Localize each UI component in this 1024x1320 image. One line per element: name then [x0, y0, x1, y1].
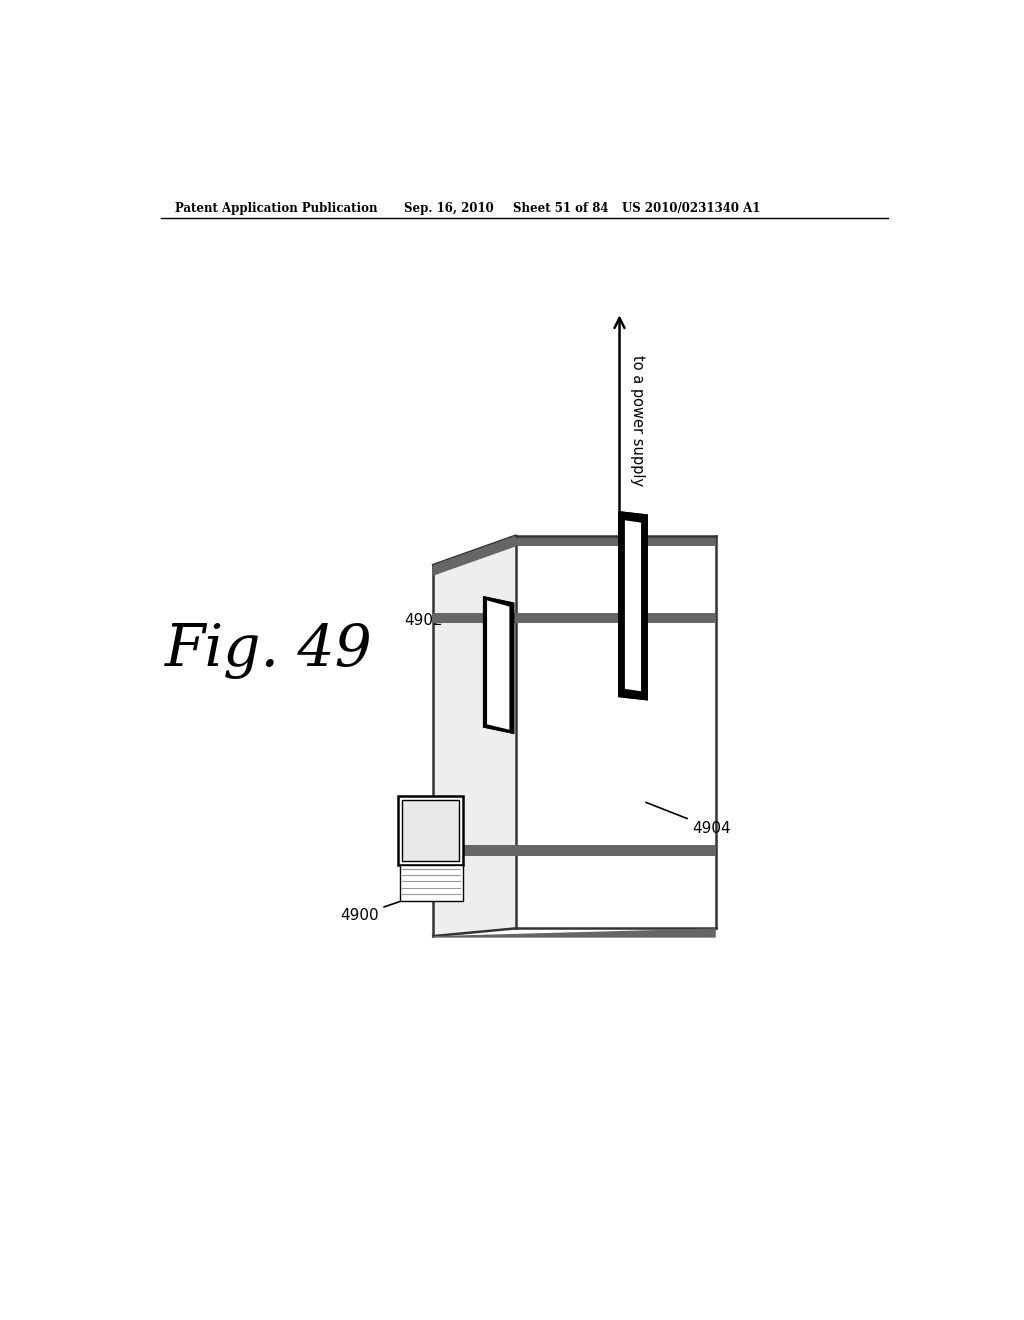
- Polygon shape: [433, 845, 515, 857]
- Text: to a power supply: to a power supply: [631, 355, 645, 486]
- Text: US 2010/0231340 A1: US 2010/0231340 A1: [622, 202, 760, 215]
- Polygon shape: [515, 536, 716, 928]
- Polygon shape: [433, 536, 515, 936]
- Text: Sep. 16, 2010: Sep. 16, 2010: [403, 202, 494, 215]
- Text: Patent Application Publication: Patent Application Publication: [175, 202, 378, 215]
- Text: 4904: 4904: [646, 803, 731, 836]
- Bar: [401, 800, 460, 862]
- Polygon shape: [484, 598, 513, 733]
- Polygon shape: [620, 512, 646, 700]
- Bar: [515, 536, 716, 546]
- Polygon shape: [433, 928, 716, 946]
- Bar: [400, 866, 463, 902]
- Text: 4900: 4900: [340, 899, 409, 923]
- Polygon shape: [433, 612, 515, 623]
- Text: 4902: 4902: [403, 612, 487, 628]
- Bar: [515, 845, 716, 857]
- Polygon shape: [487, 601, 509, 730]
- Polygon shape: [433, 536, 515, 576]
- Text: Sheet 51 of 84: Sheet 51 of 84: [513, 202, 608, 215]
- Polygon shape: [625, 520, 641, 692]
- Bar: [397, 796, 463, 866]
- Text: Fig. 49: Fig. 49: [165, 623, 373, 680]
- Bar: [515, 612, 716, 623]
